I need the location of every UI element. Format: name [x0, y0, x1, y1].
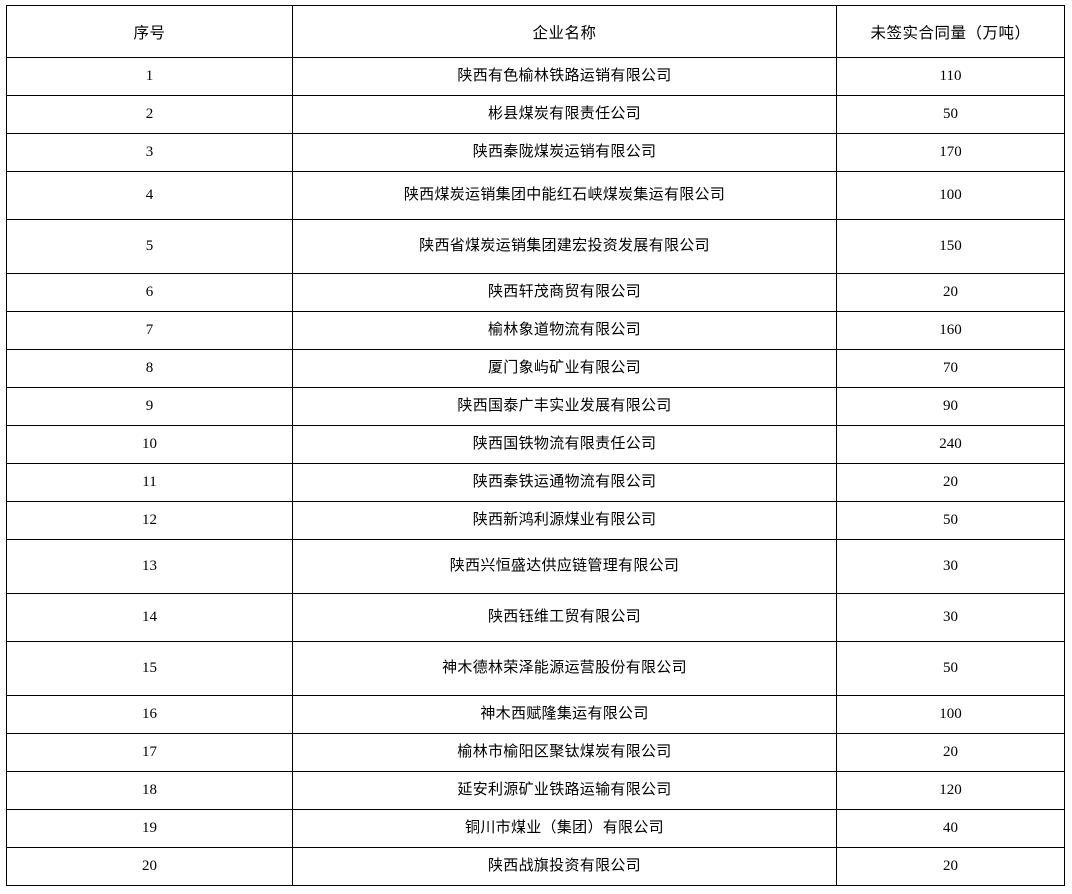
cell-quantity: 50 [836, 501, 1065, 540]
cell-quantity: 150 [836, 219, 1065, 274]
cell-index: 4 [6, 171, 293, 220]
table-row: 8 厦门象屿矿业有限公司 70 [6, 349, 1065, 388]
cell-enterprise-name: 陕西有色榆林铁路运销有限公司 [292, 57, 837, 96]
cell-index: 17 [6, 733, 293, 772]
cell-enterprise-name: 陕西兴恒盛达供应链管理有限公司 [292, 539, 837, 594]
cell-index: 13 [6, 539, 293, 594]
table-row: 10 陕西国铁物流有限责任公司 240 [6, 425, 1065, 464]
table-body: 1 陕西有色榆林铁路运销有限公司 110 2 彬县煤炭有限责任公司 50 3 陕西秦陇煤炭运销… [6, 57, 1065, 886]
cell-enterprise-name: 陕西省煤炭运销集团建宏投资发展有限公司 [292, 219, 837, 274]
table-row: 18 延安利源矿业铁路运输有限公司 120 [6, 771, 1065, 810]
cell-index: 20 [6, 847, 293, 886]
cell-quantity: 20 [836, 273, 1065, 312]
cell-enterprise-name: 陕西钰维工贸有限公司 [292, 593, 837, 642]
cell-enterprise-name: 陕西秦陇煤炭运销有限公司 [292, 133, 837, 172]
cell-quantity: 30 [836, 593, 1065, 642]
cell-index: 2 [6, 95, 293, 134]
cell-quantity: 110 [836, 57, 1065, 96]
cell-enterprise-name: 神木西赋隆集运有限公司 [292, 695, 837, 734]
table-row: 15 神木德林荣泽能源运营股份有限公司 50 [6, 641, 1065, 696]
table-row: 17 榆林市榆阳区聚钛煤炭有限公司 20 [6, 733, 1065, 772]
cell-enterprise-name: 彬县煤炭有限责任公司 [292, 95, 837, 134]
cell-quantity: 20 [836, 463, 1065, 502]
table-row: 13 陕西兴恒盛达供应链管理有限公司 30 [6, 539, 1065, 594]
table-row: 12 陕西新鸿利源煤业有限公司 50 [6, 501, 1065, 540]
table-row: 5 陕西省煤炭运销集团建宏投资发展有限公司 150 [6, 219, 1065, 274]
cell-enterprise-name: 铜川市煤业（集团）有限公司 [292, 809, 837, 848]
cell-index: 12 [6, 501, 293, 540]
table-row: 11 陕西秦铁运通物流有限公司 20 [6, 463, 1065, 502]
enterprise-contract-table: 序号 企业名称 未签实合同量（万吨） 1 陕西有色榆林铁路运销有限公司 110 2 彬县… [6, 5, 1065, 886]
cell-index: 5 [6, 219, 293, 274]
cell-enterprise-name: 陕西新鸿利源煤业有限公司 [292, 501, 837, 540]
cell-quantity: 120 [836, 771, 1065, 810]
table-row: 7 榆林象道物流有限公司 160 [6, 311, 1065, 350]
table-header: 序号 企业名称 未签实合同量（万吨） [6, 5, 1065, 58]
cell-index: 15 [6, 641, 293, 696]
column-header-index: 序号 [6, 5, 293, 58]
cell-enterprise-name: 榆林市榆阳区聚钛煤炭有限公司 [292, 733, 837, 772]
cell-enterprise-name: 陕西煤炭运销集团中能红石峡煤炭集运有限公司 [292, 171, 837, 220]
table-container: 序号 企业名称 未签实合同量（万吨） 1 陕西有色榆林铁路运销有限公司 110 2 彬县… [6, 5, 1065, 886]
table-row: 3 陕西秦陇煤炭运销有限公司 170 [6, 133, 1065, 172]
table-row: 2 彬县煤炭有限责任公司 50 [6, 95, 1065, 134]
cell-index: 9 [6, 387, 293, 426]
cell-quantity: 30 [836, 539, 1065, 594]
cell-index: 8 [6, 349, 293, 388]
cell-index: 11 [6, 463, 293, 502]
cell-enterprise-name: 陕西国铁物流有限责任公司 [292, 425, 837, 464]
cell-index: 3 [6, 133, 293, 172]
cell-quantity: 70 [836, 349, 1065, 388]
table-row: 9 陕西国泰广丰实业发展有限公司 90 [6, 387, 1065, 426]
cell-quantity: 20 [836, 733, 1065, 772]
table-row: 14 陕西钰维工贸有限公司 30 [6, 593, 1065, 642]
cell-quantity: 170 [836, 133, 1065, 172]
cell-enterprise-name: 神木德林荣泽能源运营股份有限公司 [292, 641, 837, 696]
cell-index: 6 [6, 273, 293, 312]
cell-quantity: 90 [836, 387, 1065, 426]
cell-index: 1 [6, 57, 293, 96]
cell-enterprise-name: 陕西战旗投资有限公司 [292, 847, 837, 886]
cell-enterprise-name: 陕西国泰广丰实业发展有限公司 [292, 387, 837, 426]
cell-index: 19 [6, 809, 293, 848]
column-header-qty: 未签实合同量（万吨） [836, 5, 1065, 58]
table-row: 20 陕西战旗投资有限公司 20 [6, 847, 1065, 886]
table-header-row: 序号 企业名称 未签实合同量（万吨） [6, 5, 1065, 58]
cell-enterprise-name: 陕西秦铁运通物流有限公司 [292, 463, 837, 502]
cell-index: 10 [6, 425, 293, 464]
cell-enterprise-name: 榆林象道物流有限公司 [292, 311, 837, 350]
cell-index: 14 [6, 593, 293, 642]
cell-quantity: 50 [836, 95, 1065, 134]
cell-index: 18 [6, 771, 293, 810]
cell-quantity: 40 [836, 809, 1065, 848]
column-header-name: 企业名称 [292, 5, 837, 58]
table-row: 16 神木西赋隆集运有限公司 100 [6, 695, 1065, 734]
cell-quantity: 50 [836, 641, 1065, 696]
cell-enterprise-name: 陕西轩茂商贸有限公司 [292, 273, 837, 312]
cell-index: 16 [6, 695, 293, 734]
cell-quantity: 100 [836, 695, 1065, 734]
table-row: 6 陕西轩茂商贸有限公司 20 [6, 273, 1065, 312]
cell-quantity: 240 [836, 425, 1065, 464]
cell-enterprise-name: 延安利源矿业铁路运输有限公司 [292, 771, 837, 810]
table-row: 4 陕西煤炭运销集团中能红石峡煤炭集运有限公司 100 [6, 171, 1065, 220]
cell-quantity: 160 [836, 311, 1065, 350]
table-row: 19 铜川市煤业（集团）有限公司 40 [6, 809, 1065, 848]
cell-index: 7 [6, 311, 293, 350]
table-row: 1 陕西有色榆林铁路运销有限公司 110 [6, 57, 1065, 96]
cell-enterprise-name: 厦门象屿矿业有限公司 [292, 349, 837, 388]
cell-quantity: 20 [836, 847, 1065, 886]
cell-quantity: 100 [836, 171, 1065, 220]
